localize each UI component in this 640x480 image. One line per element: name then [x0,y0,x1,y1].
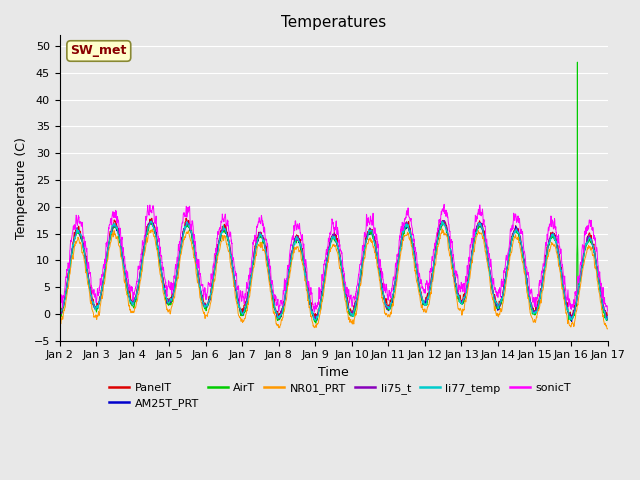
Legend: PanelT, AM25T_PRT, AirT, NR01_PRT, li75_t, li77_temp, sonicT: PanelT, AM25T_PRT, AirT, NR01_PRT, li75_… [109,383,571,409]
AM25T_PRT [568,319,575,324]
PanelT [209,272,216,278]
li77_temp [56,313,63,319]
li75_t [493,304,501,310]
sonicT [440,202,448,207]
AM25T_PRT [556,256,563,262]
sonicT [571,297,579,303]
PanelT [556,253,563,259]
li75_t [362,239,369,244]
li75_t [311,317,319,323]
li75_t [604,314,611,320]
AM25T_PRT [362,243,369,249]
sonicT [362,231,369,237]
Title: Temperatures: Temperatures [281,15,386,30]
li75_t [571,305,579,311]
sonicT [349,294,357,300]
AM25T_PRT [209,283,216,289]
Y-axis label: Temperature (C): Temperature (C) [15,137,28,239]
AM25T_PRT [604,314,611,320]
PanelT [604,313,611,319]
AM25T_PRT [493,301,500,307]
NR01_PRT [209,290,216,296]
sonicT [604,308,611,314]
NR01_PRT [362,253,369,259]
NR01_PRT [56,323,63,328]
sonicT [310,309,318,315]
Text: SW_met: SW_met [70,45,127,58]
li75_t [148,217,156,223]
AirT [573,59,581,65]
Line: AM25T_PRT: AM25T_PRT [60,221,607,322]
AM25T_PRT [56,311,63,316]
sonicT [209,275,216,280]
PanelT [312,316,319,322]
sonicT [493,289,501,295]
PanelT [493,302,501,308]
Line: li77_temp: li77_temp [60,221,607,320]
NR01_PRT [604,326,611,332]
li77_temp [556,259,563,265]
Line: li75_t: li75_t [60,220,607,320]
li77_temp [493,300,501,306]
Line: PanelT: PanelT [60,218,607,319]
X-axis label: Time: Time [318,366,349,379]
li77_temp [438,218,446,224]
AM25T_PRT [571,309,579,315]
li77_temp [349,311,357,317]
PanelT [56,308,63,313]
li77_temp [209,282,216,288]
li77_temp [311,317,319,323]
AirT [604,317,611,323]
AirT [493,306,500,312]
Line: sonicT: sonicT [60,204,607,312]
NR01_PRT [438,226,446,232]
sonicT [56,303,63,309]
PanelT [148,216,156,221]
li75_t [209,278,216,284]
AM25T_PRT [349,312,357,318]
li75_t [350,309,358,314]
NR01_PRT [556,265,563,271]
PanelT [350,303,358,309]
PanelT [362,235,369,240]
AirT [209,283,216,289]
NR01_PRT [349,319,357,325]
AirT [56,316,63,322]
AirT [556,258,563,264]
Line: AirT: AirT [60,62,607,323]
li77_temp [604,313,611,319]
AirT [571,311,579,316]
li77_temp [362,243,369,249]
li75_t [56,312,63,318]
Line: NR01_PRT: NR01_PRT [60,229,607,329]
AirT [312,320,319,326]
NR01_PRT [571,319,579,324]
AM25T_PRT [438,218,446,224]
li77_temp [571,308,579,314]
PanelT [571,302,579,308]
sonicT [556,243,563,249]
AirT [349,312,357,318]
NR01_PRT [493,312,500,318]
li75_t [556,258,563,264]
AirT [362,242,369,248]
